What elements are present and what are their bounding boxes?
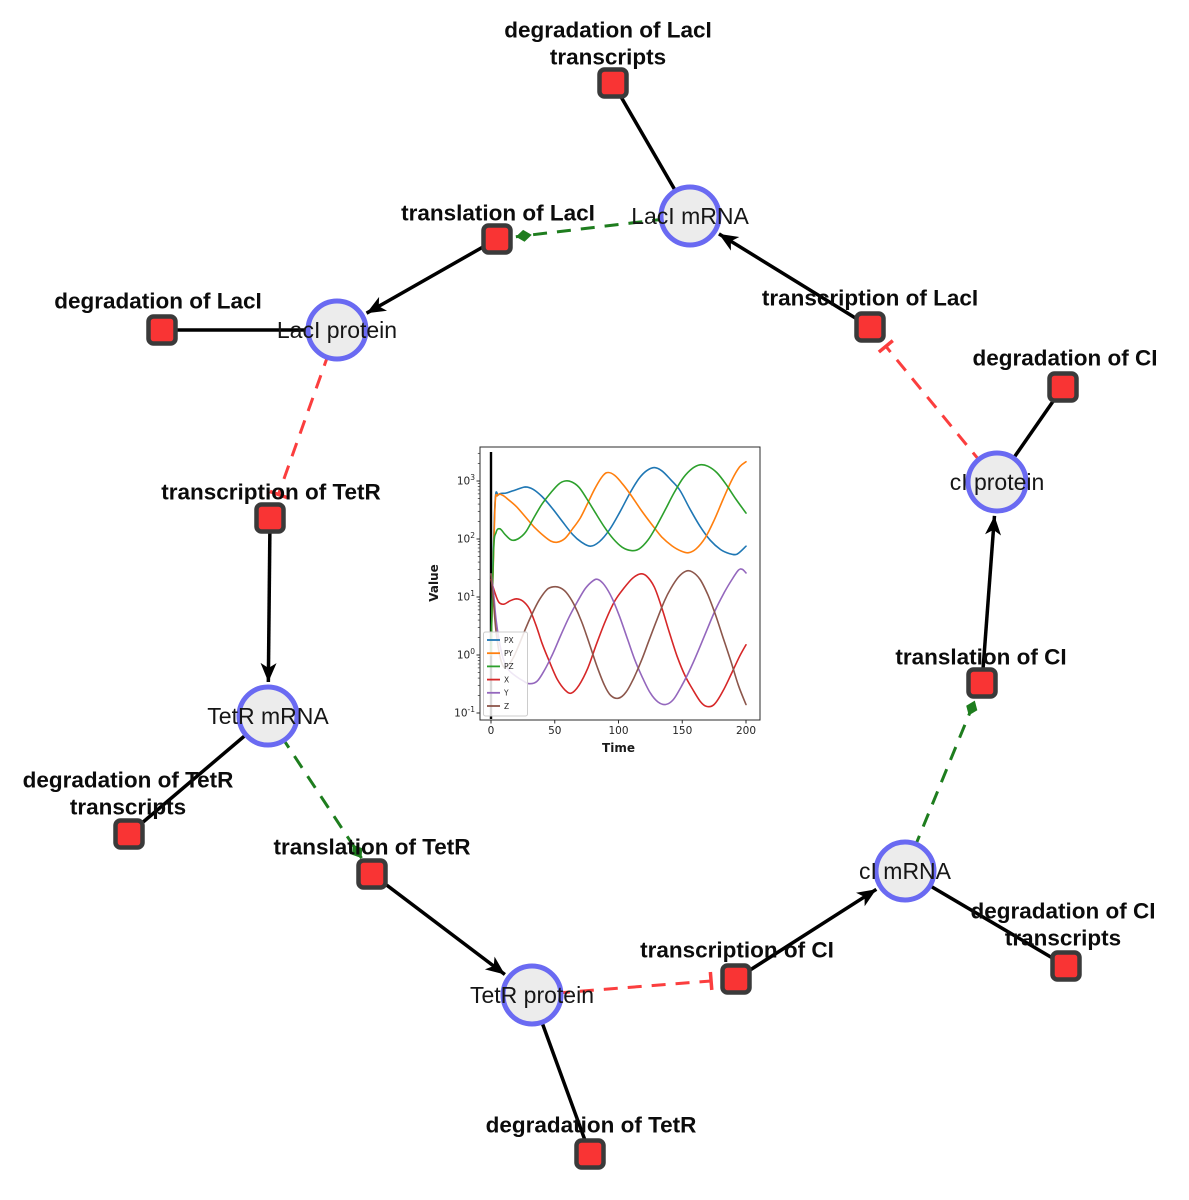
species-label-lacI_protein: LacI protein — [277, 317, 397, 343]
node-layer — [113, 67, 1082, 1170]
chart-y-tick-label: 100 — [457, 647, 475, 662]
species-node-cI_mRNA[interactable] — [873, 839, 937, 903]
reaction-label-deg_cI_tx-line1: degradation of CI — [971, 899, 1156, 924]
chart-y-tick-label: 101 — [457, 589, 475, 604]
chart-legend-label-Z: Z — [504, 702, 509, 711]
reaction-node-tc_tetR[interactable] — [254, 502, 286, 534]
species-node-lacI_mRNA[interactable] — [658, 184, 722, 248]
reaction-node-deg_tetR[interactable] — [574, 1138, 606, 1170]
species-label-lacI_mRNA: LacI mRNA — [631, 203, 749, 229]
chart-legend-label-PZ: PZ — [504, 662, 514, 671]
edge-production-tc_lacI-to-lacI_mRNA — [718, 232, 871, 329]
label-layer: LacI mRNA LacI protein TetR mRNA TetR prote… — [23, 18, 1158, 1138]
reaction-node-tc_lacI[interactable] — [854, 311, 886, 343]
chart-y-tick-label: 103 — [457, 473, 475, 488]
chart-x-tick-label: 0 — [488, 725, 495, 737]
reaction-label-tc_tetR: transcription of TetR — [161, 480, 381, 505]
edge-production-tl_cI-to-cI_protein — [980, 515, 1002, 684]
reaction-label-deg_tetR_tx-line1: degradation of TetR — [23, 768, 234, 793]
edge-production-tl_lacI-to-lacI_protein — [365, 237, 498, 315]
reaction-node-deg_cI[interactable] — [1047, 371, 1079, 403]
edge-production-tl_tetR-to-tetR_protein — [370, 872, 506, 976]
edge-production-tc_tetR-to-tetR_mRNA — [260, 517, 277, 683]
reaction-label-deg_lacI_tx-line2: transcripts — [550, 45, 666, 70]
chart-legend-label-PY: PY — [504, 649, 513, 658]
reaction-label-tc_lacI: transcription of LacI — [762, 286, 978, 311]
chart-series-PZ — [490, 463, 747, 656]
chart-legend: PX PY PZ XYZ — [483, 631, 528, 717]
reaction-label-tl_tetR: translation of TetR — [273, 835, 470, 860]
chart-series-X — [490, 572, 747, 708]
species-label-tetR_mRNA: TetR mRNA — [207, 703, 329, 729]
reaction-label-deg_tetR: degradation of TetR — [486, 1113, 697, 1138]
chart-x-axis-label: Time — [602, 741, 635, 755]
chart-legend-label-PX: PX — [504, 636, 514, 645]
species-node-cI_protein[interactable] — [965, 450, 1029, 514]
chart-axes-frame — [479, 446, 761, 721]
species-node-lacI_protein[interactable] — [305, 298, 369, 362]
chart-legend-label-X: X — [504, 675, 509, 684]
reaction-node-deg_cI_tx[interactable] — [1050, 950, 1082, 982]
chart-x-tick-label: 50 — [548, 725, 561, 737]
chart-x-tick-label: 200 — [736, 725, 756, 737]
reaction-node-tl_lacI[interactable] — [481, 223, 513, 255]
chart-y-tick-label: 10-1 — [454, 705, 475, 720]
species-label-tetR_protein: TetR protein — [470, 982, 594, 1008]
reaction-label-deg_cI_tx-line2: transcripts — [1005, 926, 1121, 951]
reaction-node-tc_cI[interactable] — [720, 963, 752, 995]
reaction-label-deg_lacI_tx-line1: degradation of LacI — [504, 18, 712, 43]
species-node-tetR_protein[interactable] — [500, 963, 564, 1027]
reaction-label-deg_cI: degradation of CI — [973, 346, 1158, 371]
edge-production-tc_cI-to-cI_mRNA — [735, 887, 878, 981]
chart-y-axis-label: Value — [427, 564, 441, 602]
reaction-label-deg_tetR_tx-line2: transcripts — [70, 795, 186, 820]
chart-y-tick-label: 102 — [457, 531, 475, 546]
chart-x-tick-label: 150 — [672, 725, 692, 737]
reaction-label-tc_cI: transcription of CI — [640, 938, 834, 963]
species-label-cI_mRNA: cI mRNA — [859, 858, 952, 884]
chart-series-PX — [490, 466, 747, 656]
chart-x-tick-label: 100 — [608, 725, 628, 737]
reaction-node-deg_lacI_tx[interactable] — [597, 67, 629, 99]
reaction-label-tl_cI: translation of CI — [895, 645, 1066, 670]
reaction-label-tl_lacI: translation of LacI — [401, 201, 595, 226]
reaction-node-tl_tetR[interactable] — [356, 858, 388, 890]
reaction-node-deg_lacI[interactable] — [146, 314, 178, 346]
reaction-label-deg_lacI: degradation of LacI — [54, 289, 262, 314]
species-label-cI_protein: cI protein — [950, 469, 1045, 495]
chart-series-PY — [490, 460, 747, 656]
reaction-node-deg_tetR_tx[interactable] — [113, 818, 145, 850]
inset-chart: 0 50 100 150 20010-1100101102103TimeValuePXP… — [425, 426, 775, 766]
chart-legend-label-Y: Y — [503, 689, 509, 698]
species-node-tetR_mRNA[interactable] — [236, 684, 300, 748]
reaction-node-tl_cI[interactable] — [966, 667, 998, 699]
